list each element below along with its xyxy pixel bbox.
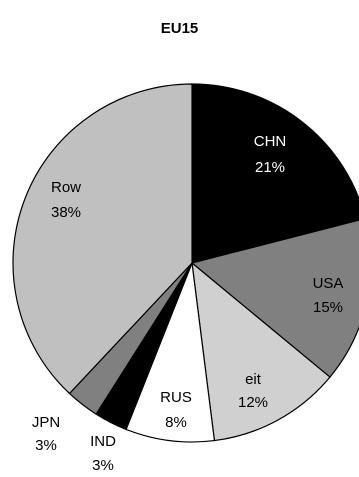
slice-value-chn: 21% [255, 159, 285, 176]
pie-slice-row [12, 83, 193, 395]
slice-label-jpn: JPN [32, 414, 60, 431]
slice-value-jpn: 3% [35, 437, 57, 454]
slice-value-row: 38% [51, 204, 81, 221]
pie-slice-usa [190, 219, 359, 378]
chart-title: EU15 [160, 20, 199, 37]
slice-label-usa: USA [313, 275, 344, 292]
pie-slice-eit [191, 261, 331, 442]
pie-slice-chn [191, 83, 359, 264]
slice-label-rus: RUS [160, 389, 192, 406]
slice-label-chn: CHN [254, 133, 287, 150]
slice-label-row: Row [51, 179, 81, 196]
slice-label-ind: IND [90, 433, 116, 450]
pie-slice-rus [125, 262, 216, 443]
slice-value-eit: 12% [238, 394, 268, 411]
slice-value-usa: 15% [313, 299, 343, 316]
slice-value-rus: 8% [165, 414, 187, 431]
slice-value-ind: 3% [92, 457, 114, 474]
slice-label-eit: eit [245, 371, 262, 388]
